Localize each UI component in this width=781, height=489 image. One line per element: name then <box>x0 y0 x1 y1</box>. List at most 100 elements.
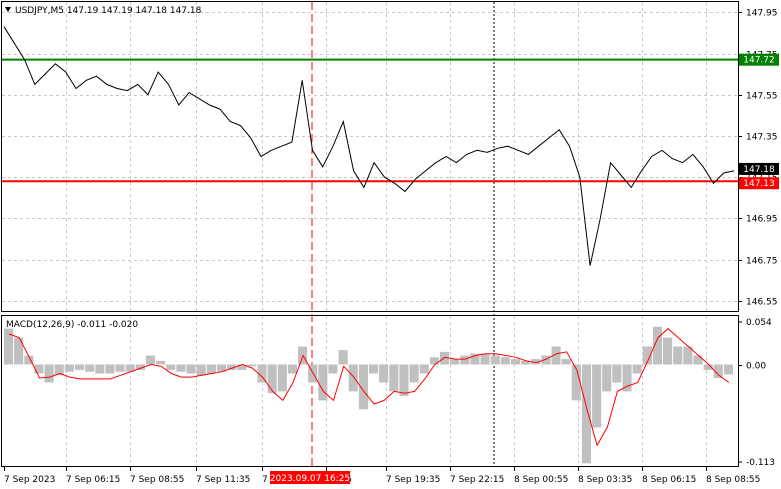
macd-bar <box>541 355 551 365</box>
level-label-red-text: 147.13 <box>743 179 775 189</box>
macd-bar <box>450 359 460 365</box>
macd-bar <box>571 364 581 401</box>
macd-bar <box>267 364 277 394</box>
macd-bar <box>663 337 673 365</box>
current-price-label <box>739 162 779 175</box>
macd-bar <box>723 364 733 375</box>
macd-bar <box>480 353 490 365</box>
macd-title: MACD(12,26,9) -0.011 -0.020 <box>6 320 138 330</box>
macd-bar <box>369 364 379 374</box>
price-grid <box>2 2 738 311</box>
time-axis: 7 Sep 2023 7 Sep 06:15 7 Sep 08:55 7 Sep 11… <box>4 467 760 485</box>
macd-bar <box>4 328 14 365</box>
macd-bar <box>44 364 54 383</box>
macd-bar <box>561 359 571 365</box>
macd-bar <box>237 364 247 370</box>
macd-bar <box>348 364 358 392</box>
macd-bar <box>257 364 267 383</box>
price-tick-label: 146.55 <box>746 298 778 308</box>
crosshair-time-text: 2023.09.07 16:25 <box>270 474 350 484</box>
macd-bar <box>34 364 44 374</box>
dropdown-triangle-icon[interactable] <box>5 7 11 12</box>
macd-bar <box>531 359 541 365</box>
level-labels: 147.72 147.18 147.13 <box>739 53 779 190</box>
macd-tick-label: -0.113 <box>746 458 775 468</box>
macd-bar <box>125 364 135 372</box>
macd-bar <box>713 364 723 378</box>
macd-bar <box>105 364 115 374</box>
macd-bar <box>622 364 632 392</box>
macd-bar <box>551 346 561 365</box>
macd-bar <box>247 364 257 367</box>
price-tick-label: 147.55 <box>746 92 778 102</box>
macd-bar <box>581 364 591 464</box>
time-tick-label: 8 Sep 03:35 <box>578 475 632 485</box>
macd-histogram <box>4 326 733 464</box>
time-tick-label: 7 Sep 08:55 <box>130 475 184 485</box>
macd-bar <box>338 350 348 365</box>
macd-bar <box>602 364 612 392</box>
level-label-green <box>739 53 779 66</box>
time-tick-label: 7 Sep 22:15 <box>450 475 504 485</box>
crosshair-time-label <box>270 471 350 484</box>
macd-axis: 0.054 0.00 -0.113 <box>738 318 775 468</box>
macd-bar <box>470 353 480 365</box>
macd-bar <box>24 355 34 365</box>
macd-tick-label: 0.00 <box>746 362 766 372</box>
macd-bar <box>328 364 338 374</box>
macd-bar <box>419 364 429 374</box>
macd-bar <box>318 364 328 401</box>
macd-bar <box>156 360 166 365</box>
chart-title: USDJPY,M5 147.19 147.19 147.18 147.18 <box>15 6 202 16</box>
macd-bar <box>196 364 206 376</box>
macd-bar <box>673 346 683 365</box>
macd-tick-label: 0.054 <box>746 318 772 328</box>
price-panel <box>1 1 739 312</box>
macd-bar <box>592 364 602 428</box>
macd-bar <box>409 364 419 383</box>
macd-bar <box>186 364 196 374</box>
current-price-text: 147.18 <box>743 165 775 175</box>
macd-bar <box>612 364 622 383</box>
macd-bar <box>115 364 125 372</box>
time-tick-label: 8 Sep 06:15 <box>642 475 696 485</box>
macd-bar <box>510 359 520 365</box>
macd-bar <box>277 364 287 392</box>
macd-bar <box>652 326 662 365</box>
macd-bar <box>64 364 74 372</box>
price-tick-label: 146.75 <box>746 257 778 267</box>
macd-bar <box>216 364 226 372</box>
time-tick-label: 7 Sep 06:15 <box>66 475 120 485</box>
level-label-red <box>739 177 779 190</box>
macd-panel <box>1 315 739 467</box>
macd-bar <box>703 364 713 370</box>
macd-bar <box>176 364 186 372</box>
macd-bar <box>14 337 24 365</box>
macd-bar <box>642 346 652 365</box>
level-label-green-text: 147.72 <box>743 56 775 66</box>
macd-bar <box>693 355 703 365</box>
time-tick-label: 7 S <box>262 475 277 485</box>
macd-bar <box>399 364 409 396</box>
price-axis: 147.95147.75147.55147.35147.15146.95146.… <box>738 9 778 308</box>
macd-bar <box>75 364 85 370</box>
macd-bar <box>227 364 237 370</box>
macd-bar <box>145 355 155 365</box>
price-tick-label: 147.35 <box>746 133 778 143</box>
price-tick-label: 146.95 <box>746 215 778 225</box>
macd-bar <box>135 364 145 370</box>
macd-bar <box>389 364 399 392</box>
macd-bar <box>95 364 105 374</box>
macd-signal-line <box>8 327 730 447</box>
time-tick-label: 8 Sep 00:55 <box>514 475 568 485</box>
macd-bar <box>54 364 64 376</box>
macd-bar <box>85 364 95 372</box>
macd-bar <box>379 364 389 383</box>
time-tick-label: 8 Sep 08:55 <box>706 475 760 485</box>
macd-bar <box>358 364 368 410</box>
macd-bar <box>166 364 176 370</box>
macd-bar <box>287 364 297 374</box>
macd-bar <box>298 346 308 365</box>
macd-bar <box>500 357 510 365</box>
